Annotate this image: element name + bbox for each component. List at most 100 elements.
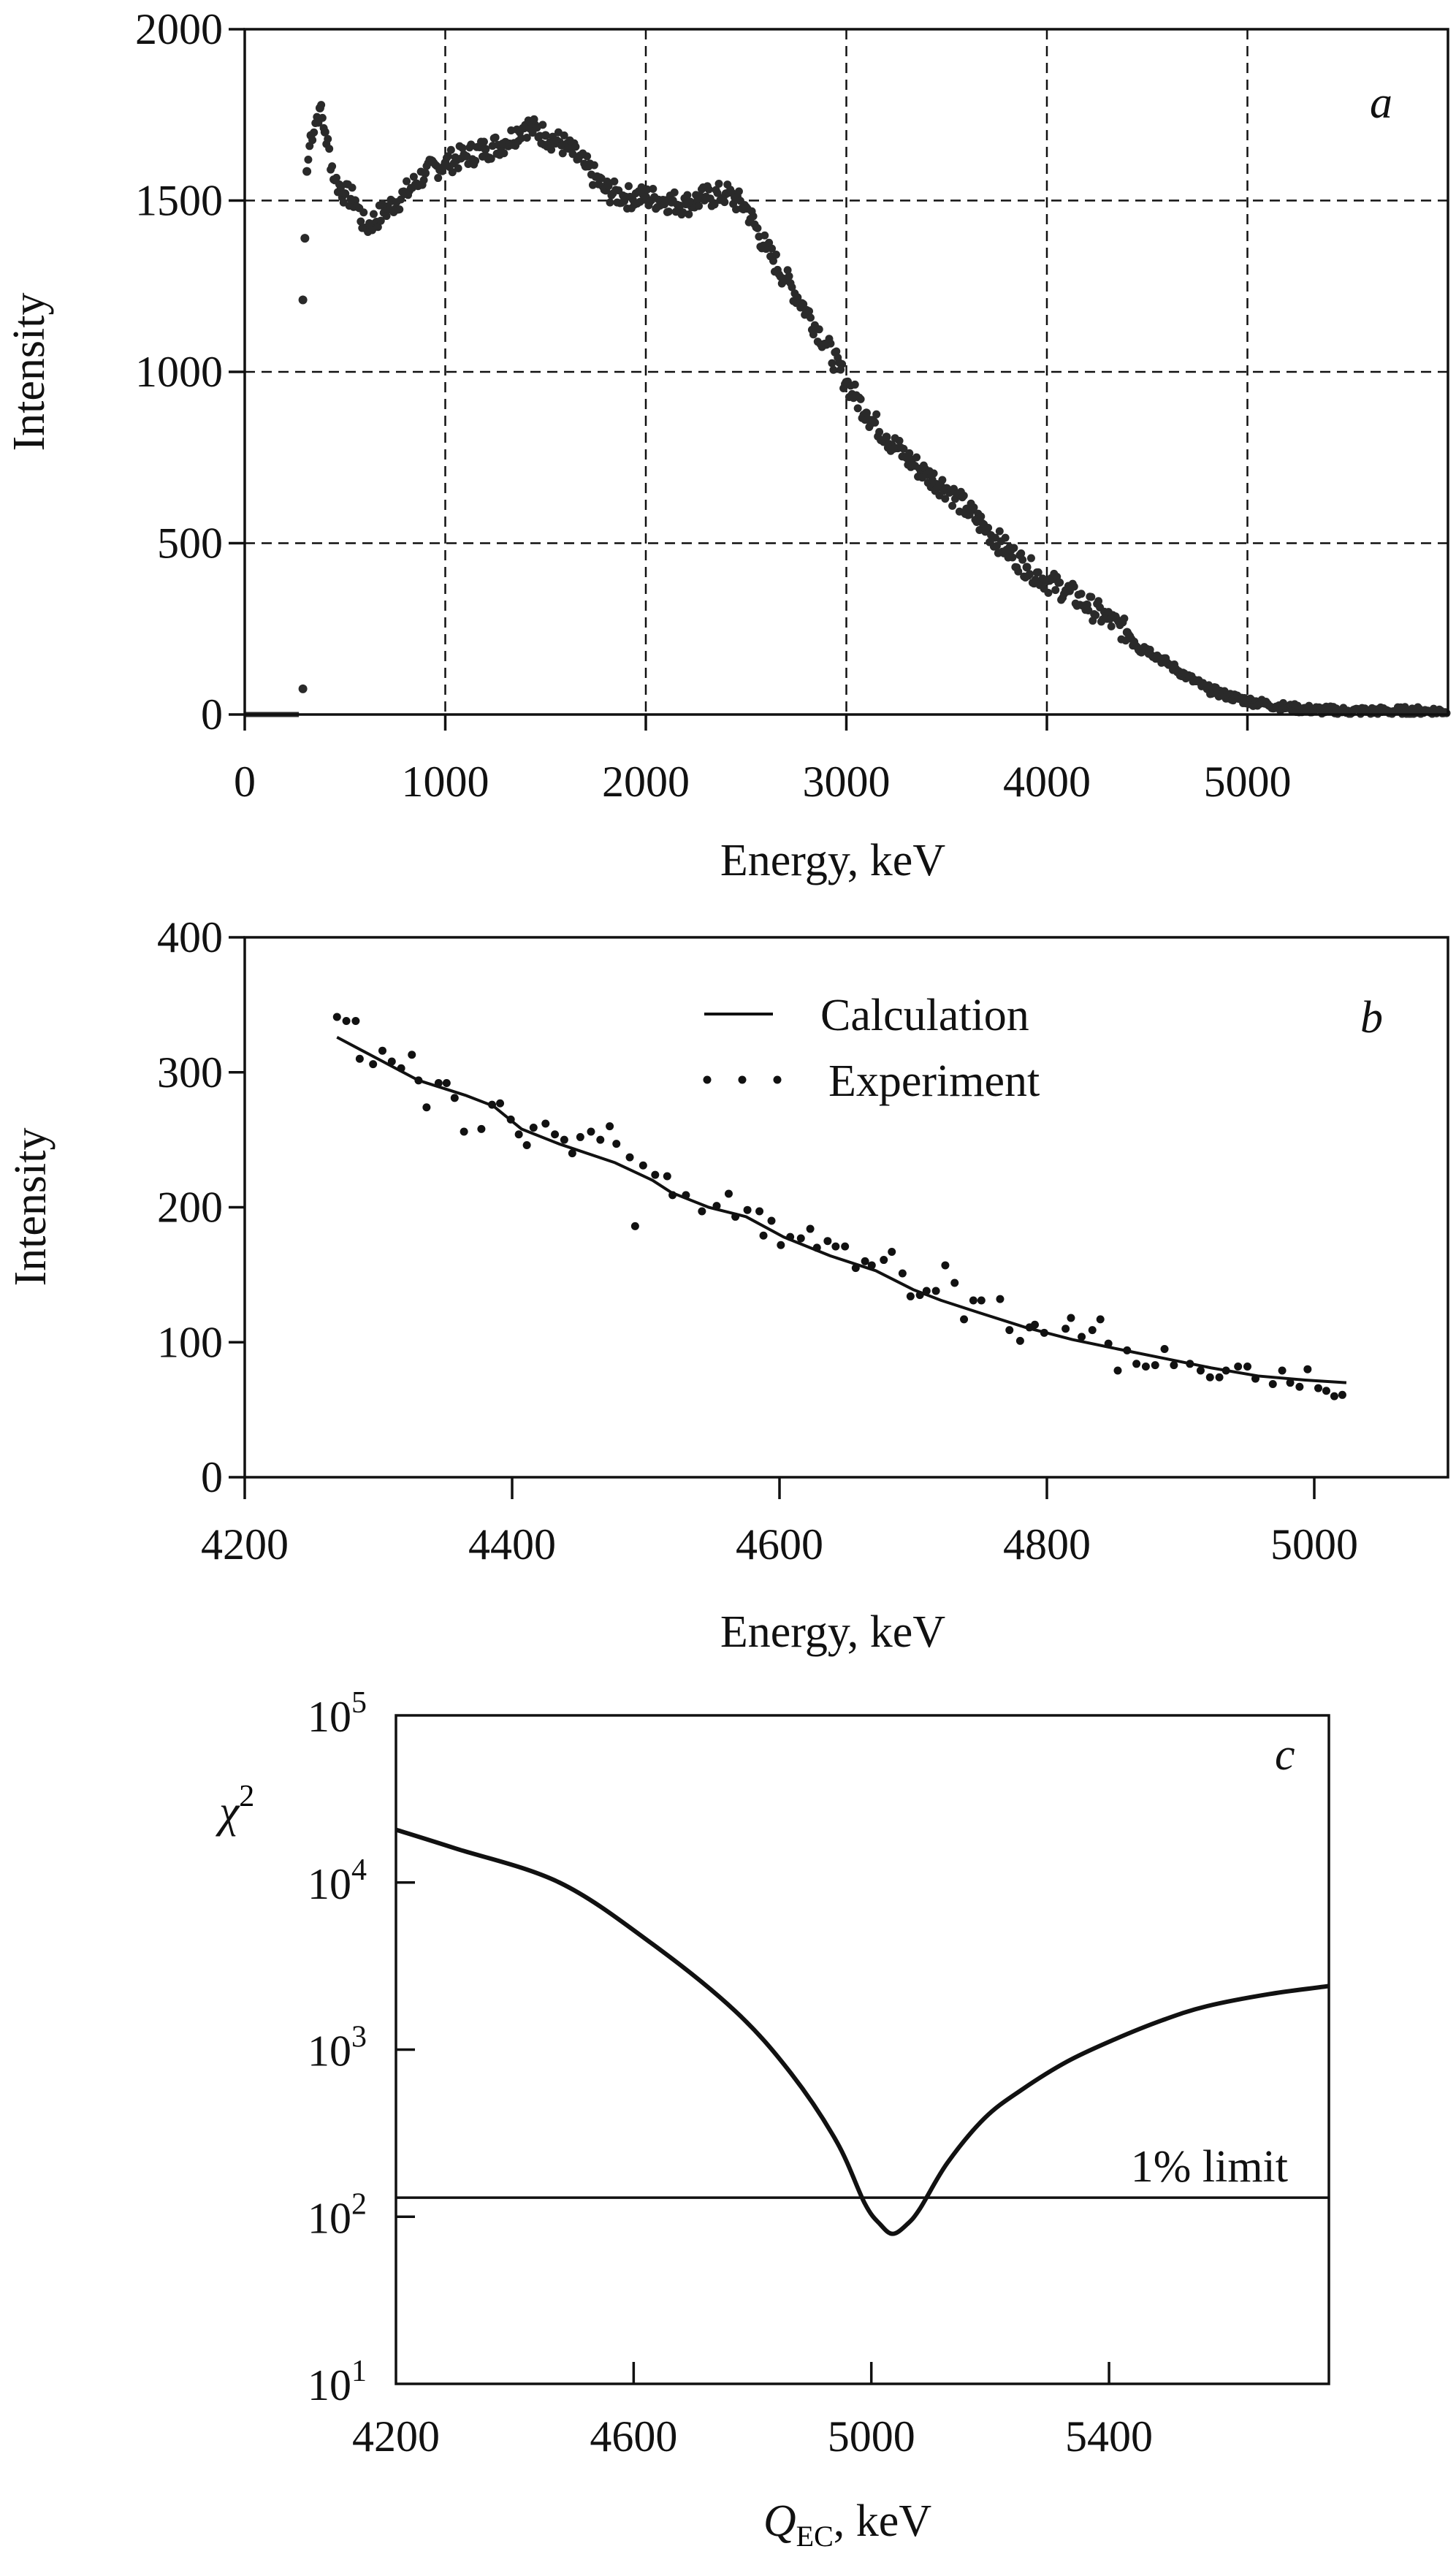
data-point	[826, 339, 835, 348]
experiment-point	[743, 1205, 752, 1214]
data-point	[959, 491, 968, 500]
data-point	[298, 295, 308, 305]
experiment-point	[378, 1046, 386, 1055]
data-point	[1056, 578, 1064, 587]
experiment-point	[831, 1242, 840, 1251]
experiment-point	[851, 1264, 860, 1273]
experiment-point	[1160, 1344, 1169, 1353]
data-point	[357, 217, 365, 226]
experiment-point	[529, 1123, 538, 1132]
data-point	[443, 152, 452, 161]
panel-b: 4200 4400 4600 4800 5000 0 100 200 300 400 b Calc…	[6, 913, 1449, 1657]
data-point	[359, 208, 368, 217]
data-point	[568, 150, 577, 159]
data-point	[454, 164, 462, 172]
experiment-point	[576, 1132, 584, 1141]
experiment-point	[1031, 1320, 1040, 1329]
data-point	[720, 198, 729, 207]
y-tick-label: 1000	[135, 348, 223, 396]
experiment-point	[1170, 1361, 1178, 1370]
data-point	[1094, 597, 1103, 606]
x-tick-label: 4000	[1003, 758, 1091, 806]
experiment-point	[1295, 1382, 1304, 1391]
data-point	[670, 188, 679, 197]
experiment-point	[1123, 1346, 1132, 1354]
data-point	[664, 207, 673, 216]
data-point	[749, 212, 758, 221]
experiment-point	[625, 1153, 634, 1162]
experiment-point	[596, 1135, 605, 1144]
experiment-point	[1005, 1326, 1014, 1335]
data-point	[348, 183, 357, 192]
x-tick-label: 5000	[1204, 758, 1292, 806]
data-point	[977, 512, 986, 521]
data-point	[761, 231, 769, 240]
experiment-point	[434, 1079, 443, 1088]
y-tick-label: 104	[308, 1853, 367, 1908]
experiment-point	[1221, 1366, 1230, 1375]
experiment-point	[1151, 1361, 1159, 1370]
experiment-point	[551, 1130, 560, 1139]
data-point	[491, 133, 500, 142]
data-point	[838, 359, 847, 368]
experiment-point	[606, 1122, 614, 1131]
legend-calculation: Calculation	[820, 991, 1029, 1040]
y-tick-label: 0	[201, 690, 223, 739]
data-point	[856, 395, 865, 403]
experiment-point	[1061, 1325, 1070, 1333]
experiment-point	[1314, 1384, 1322, 1392]
x-tick-label: 3000	[803, 758, 891, 806]
x-tick-label: 4800	[1003, 1520, 1091, 1569]
data-point	[793, 293, 802, 302]
y-tick-label: 2000	[135, 5, 223, 53]
y-tick-label: 1500	[135, 177, 223, 225]
experiment-point	[861, 1257, 869, 1265]
data-point	[938, 476, 947, 484]
data-point	[310, 128, 319, 137]
experiment-point	[931, 1287, 940, 1295]
data-point	[479, 137, 488, 146]
panel-b-ylabel: Intensity	[6, 1128, 56, 1287]
panel-c: 4200 4600 5000 5400 101 102 103 104 105 c 1% lim…	[216, 1686, 1330, 2553]
data-point	[320, 127, 329, 137]
data-point	[984, 523, 993, 532]
experiment-point	[1278, 1366, 1287, 1375]
experiment-point	[422, 1103, 431, 1112]
data-point	[434, 174, 443, 183]
data-point	[382, 212, 391, 221]
experiment-point	[1196, 1366, 1205, 1375]
experiment-point	[1088, 1326, 1097, 1335]
experiment-point	[1067, 1314, 1075, 1322]
experiment-point	[1096, 1315, 1105, 1324]
data-point	[500, 149, 508, 158]
experiment-point	[450, 1094, 459, 1102]
data-point	[304, 156, 313, 164]
y-tick-label: 102	[308, 2187, 367, 2242]
experiment-point	[1132, 1360, 1141, 1368]
data-point	[604, 181, 613, 190]
experiment-point	[541, 1119, 550, 1128]
experiment-point	[906, 1292, 915, 1300]
experiment-point	[1205, 1373, 1214, 1382]
data-point	[487, 154, 495, 163]
y-tick-label: 103	[308, 2021, 367, 2076]
data-point	[1044, 589, 1053, 598]
panel-a-ylabel: Intensity	[4, 293, 54, 451]
data-point	[853, 404, 862, 413]
experiment-point	[668, 1191, 677, 1200]
data-point	[788, 283, 796, 291]
data-point	[769, 256, 778, 265]
data-point	[1107, 622, 1116, 630]
data-point	[1014, 567, 1023, 576]
experiment-point	[755, 1207, 764, 1216]
experiment-point	[786, 1232, 795, 1241]
experiment-point	[960, 1315, 969, 1324]
experiment-point	[1078, 1333, 1086, 1341]
data-point	[403, 177, 411, 186]
data-point	[1025, 570, 1034, 579]
data-point	[590, 161, 598, 169]
y-tick-label: 101	[308, 2355, 367, 2409]
experiment-point	[698, 1207, 706, 1216]
experiment-point	[522, 1141, 531, 1150]
experiment-point	[1243, 1363, 1251, 1371]
